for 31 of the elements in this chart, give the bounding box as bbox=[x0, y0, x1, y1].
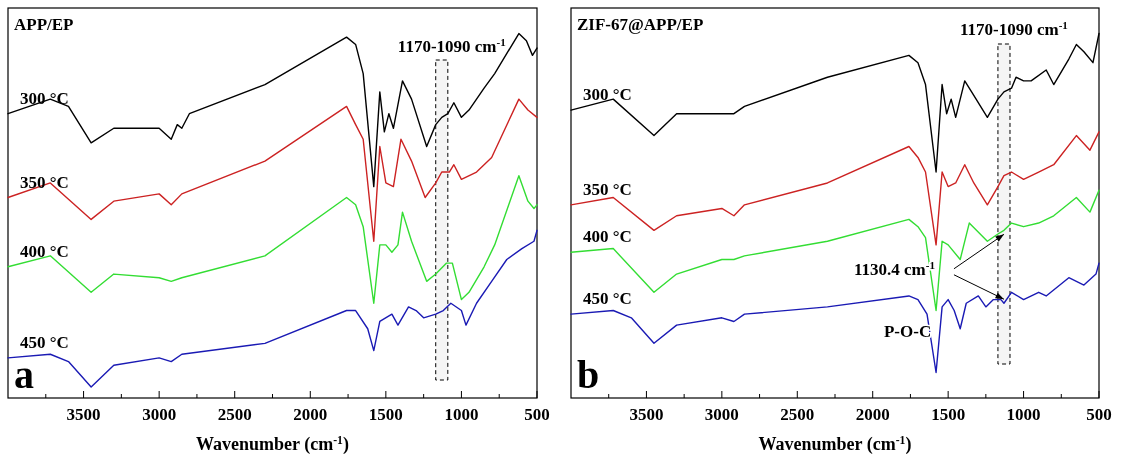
x-tick-label: 3500 bbox=[66, 405, 101, 424]
x-tick-label: 3000 bbox=[142, 405, 177, 424]
band-label: 1170-1090 cm$^{-1}$ bbox=[397, 36, 506, 56]
series-label: 350 °C bbox=[583, 179, 632, 199]
x-tick-label: 500 bbox=[524, 405, 550, 424]
x-tick-label: 1000 bbox=[1006, 405, 1041, 424]
x-tick-label: 3500 bbox=[629, 405, 664, 424]
x-tick-label: 3000 bbox=[704, 405, 739, 424]
x-tick-label: 2500 bbox=[217, 405, 252, 424]
x-axis-title: Wavenumber (cm$^{-1}$) bbox=[196, 433, 349, 455]
annotation: P-O-C bbox=[883, 321, 932, 341]
x-tick-label: 1000 bbox=[444, 405, 479, 424]
x-tick-label: 2000 bbox=[855, 405, 890, 424]
series-label: 450 °C bbox=[20, 332, 69, 352]
chart-title: ZIF-67@APP/EP bbox=[577, 15, 704, 34]
annotation: a bbox=[14, 352, 34, 397]
series-label: 450 °C bbox=[583, 289, 632, 309]
x-tick-label: 1500 bbox=[368, 405, 403, 424]
annotation: b bbox=[577, 352, 600, 397]
chart-title: APP/EP bbox=[14, 15, 74, 34]
x-tick-label: 500 bbox=[1086, 405, 1112, 424]
series-label: 300 °C bbox=[20, 88, 69, 108]
x-tick-label: 2000 bbox=[293, 405, 328, 424]
series-label: 400 °C bbox=[583, 227, 632, 247]
series-label: 400 °C bbox=[20, 241, 69, 261]
x-axis-title: Wavenumber (cm$^{-1}$) bbox=[758, 433, 912, 455]
x-tick-label: 2500 bbox=[780, 405, 815, 424]
band-label: 1170-1090 cm$^{-1}$ bbox=[960, 19, 1068, 39]
x-tick-label: 1500 bbox=[931, 405, 966, 424]
series-label: 300 °C bbox=[583, 85, 632, 105]
series-label: 350 °C bbox=[20, 172, 69, 192]
